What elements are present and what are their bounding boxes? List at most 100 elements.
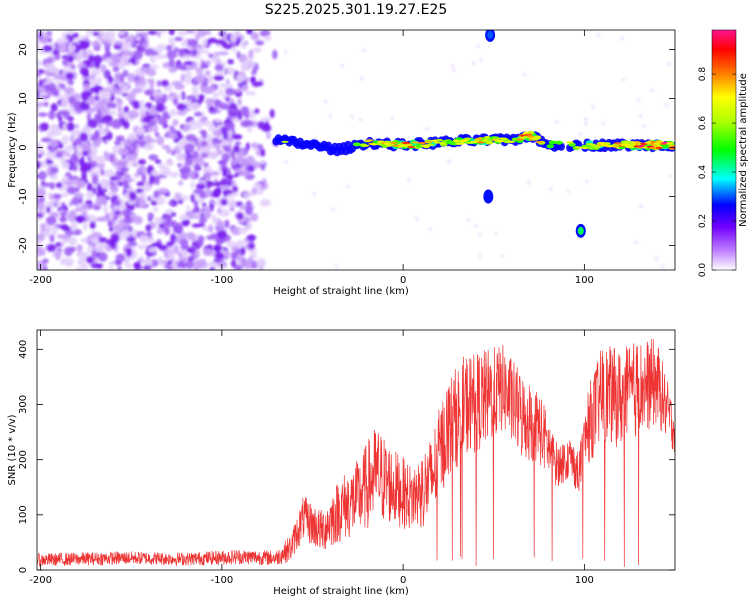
noise-blob xyxy=(157,245,168,250)
noise-blob xyxy=(193,163,200,171)
noise-blob xyxy=(128,110,139,119)
noise-blob xyxy=(79,181,86,189)
noise-blob xyxy=(86,30,95,37)
noise-blob xyxy=(156,227,164,234)
noise-blob xyxy=(198,197,205,204)
noise-blob xyxy=(73,124,80,129)
signal-band xyxy=(272,130,675,157)
noise-blob xyxy=(166,50,177,60)
noise-blob xyxy=(85,256,94,264)
noise-blob xyxy=(199,146,211,154)
noise-blob xyxy=(222,68,227,74)
noise-blob xyxy=(168,65,177,74)
noise-blob xyxy=(185,260,195,270)
noise-blob xyxy=(211,214,217,224)
noise-blob xyxy=(214,63,224,72)
noise-blob xyxy=(231,47,237,53)
noise-blob xyxy=(166,265,173,270)
noise-blob xyxy=(160,166,171,177)
faint-dot xyxy=(479,58,483,62)
noise-blob xyxy=(98,216,109,222)
faint-dot xyxy=(324,100,328,104)
noise-blob xyxy=(177,93,183,99)
noise-blob xyxy=(220,198,228,206)
noise-blob xyxy=(110,176,118,181)
noise-blob xyxy=(139,254,144,262)
signal-cell xyxy=(629,141,637,144)
snr-frame xyxy=(36,329,676,571)
noise-blob xyxy=(103,179,110,188)
noise-blob xyxy=(132,100,141,110)
noise-blob xyxy=(76,216,83,224)
faint-dot xyxy=(346,185,350,189)
signal-cell xyxy=(555,140,563,145)
noise-blob xyxy=(129,33,135,44)
noise-blob xyxy=(42,258,49,264)
noise-blob xyxy=(108,226,114,232)
noise-blob xyxy=(215,251,225,260)
noise-blob xyxy=(260,117,272,122)
noise-blob xyxy=(227,59,235,65)
faint-dot xyxy=(414,217,418,221)
noise-blob xyxy=(113,204,122,210)
spectrogram-ytick-label: 10 xyxy=(18,92,29,105)
noise-blob xyxy=(152,206,159,213)
noise-blob xyxy=(92,31,100,37)
noise-blob xyxy=(156,135,165,146)
noise-blob xyxy=(232,159,237,165)
snr-xtick-label: -100 xyxy=(211,575,234,586)
noise-blob xyxy=(222,189,234,195)
noise-blob xyxy=(142,43,150,48)
noise-blob xyxy=(135,188,144,194)
noise-blob xyxy=(166,147,172,155)
noise-blob xyxy=(240,120,251,128)
noise-blob xyxy=(205,60,211,67)
signal-cell xyxy=(389,141,398,144)
noise-blob xyxy=(90,86,100,93)
noise-blob xyxy=(92,205,101,210)
noise-blob xyxy=(79,40,90,50)
noise-blob xyxy=(142,116,152,123)
noise-blob xyxy=(37,201,45,211)
colorbar-tick-label: 0.8 xyxy=(698,67,708,82)
noise-blob xyxy=(214,143,221,151)
noise-blob xyxy=(159,54,168,59)
chart-title: S225.2025.301.19.27.E25 xyxy=(265,2,448,18)
noise-blob xyxy=(126,148,136,155)
noise-blob xyxy=(245,155,255,166)
faint-dot xyxy=(667,62,671,66)
faint-dot xyxy=(284,50,288,54)
noise-blob xyxy=(55,151,64,158)
noise-blob xyxy=(62,175,70,182)
noise-blob xyxy=(217,260,228,269)
noise-blob xyxy=(219,208,230,217)
signal-cell xyxy=(439,143,448,146)
noise-blob xyxy=(115,40,124,46)
noise-blob xyxy=(161,114,171,120)
noise-blob xyxy=(42,159,47,169)
noise-blob xyxy=(80,263,89,270)
faint-dot xyxy=(391,117,395,121)
noise-blob xyxy=(225,87,236,96)
noise-blob xyxy=(235,239,245,249)
signal-cell xyxy=(474,137,483,141)
signal-cell xyxy=(496,140,505,143)
noise-blob xyxy=(158,118,168,126)
noise-blob xyxy=(177,231,187,239)
noise-blob xyxy=(37,59,42,67)
spectrogram-xtick-label: -100 xyxy=(211,275,234,286)
noise-blob xyxy=(121,180,129,187)
faint-dot xyxy=(312,192,316,196)
noise-blob xyxy=(123,106,130,113)
noise-blob xyxy=(92,54,103,64)
noise-blob xyxy=(198,217,208,224)
noise-blob xyxy=(234,264,243,270)
noise-blob xyxy=(55,80,61,86)
snr-ylabel: SNR (10 * v/v) xyxy=(7,414,18,485)
noise-blob xyxy=(204,30,212,36)
noise-blob xyxy=(141,31,149,38)
noise-blob xyxy=(158,30,168,34)
noise-blob xyxy=(179,66,189,71)
noise-blob xyxy=(46,62,55,73)
faint-dot xyxy=(452,68,456,72)
